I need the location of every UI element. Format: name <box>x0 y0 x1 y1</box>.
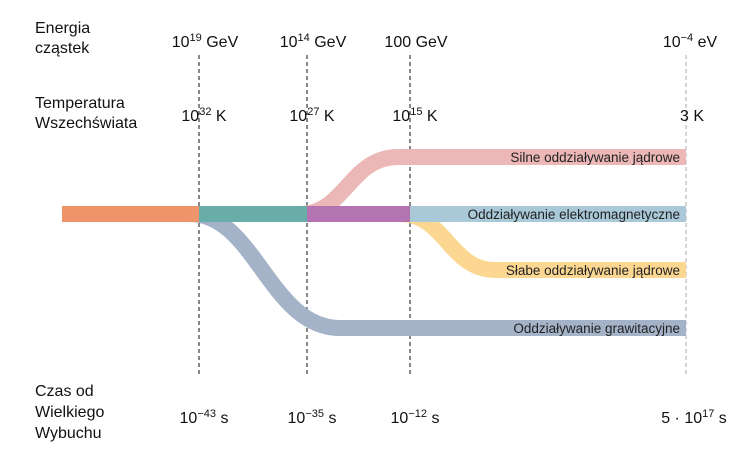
gravity-force-label: Oddziaływanie grawitacyjne <box>513 321 680 336</box>
energy-tick: 100 GeV <box>384 34 447 51</box>
strong-force-label: Silne oddziaływanie jądrowe <box>510 150 680 165</box>
time-tick: 10−12 s <box>391 408 440 427</box>
time-label-line3: Wybuchu <box>35 425 102 442</box>
time-tick: 10−35 s <box>288 408 337 427</box>
energy-tick: 1014 GeV <box>280 32 347 51</box>
temperature-tick: 1015 K <box>392 106 437 125</box>
weak-force-band <box>399 206 686 278</box>
time-tick: 10−43 s <box>180 408 229 427</box>
time-label-line2: Wielkiego <box>35 404 104 421</box>
energy-label-line1: Energia <box>35 20 90 37</box>
electroweak-band <box>307 206 410 222</box>
weak-force-label: Słabe oddziaływanie jądrowe <box>506 263 680 278</box>
temperature-tick: 1027 K <box>289 106 334 125</box>
temperature-label-line2: Wszechświata <box>35 115 137 132</box>
strong-force-band <box>299 149 686 222</box>
time-label-line1: Czas od <box>35 383 94 400</box>
temperature-tick: 1032 K <box>181 106 226 125</box>
grand-unified-band <box>199 206 307 222</box>
energy-tick: 10−4 eV <box>663 32 718 51</box>
energy-label-line2: cząstek <box>35 40 90 57</box>
temperature-label-line1: Temperatura <box>35 95 125 112</box>
electromagnetic-force-label: Oddziaływanie elektromagnetyczne <box>468 207 680 222</box>
time-tick: 5 · 1017 s <box>661 408 727 427</box>
row-label-time: Czas od Wielkiego Wybuchu <box>35 383 104 442</box>
temperature-tick: 3 K <box>680 108 704 125</box>
row-label-energy: Energia cząstek <box>35 20 90 57</box>
row-label-temperature: Temperatura Wszechświata <box>35 95 137 132</box>
electromagnetic-band <box>410 206 686 222</box>
energy-tick: 1019 GeV <box>172 32 239 51</box>
unified-force-band <box>62 206 199 222</box>
